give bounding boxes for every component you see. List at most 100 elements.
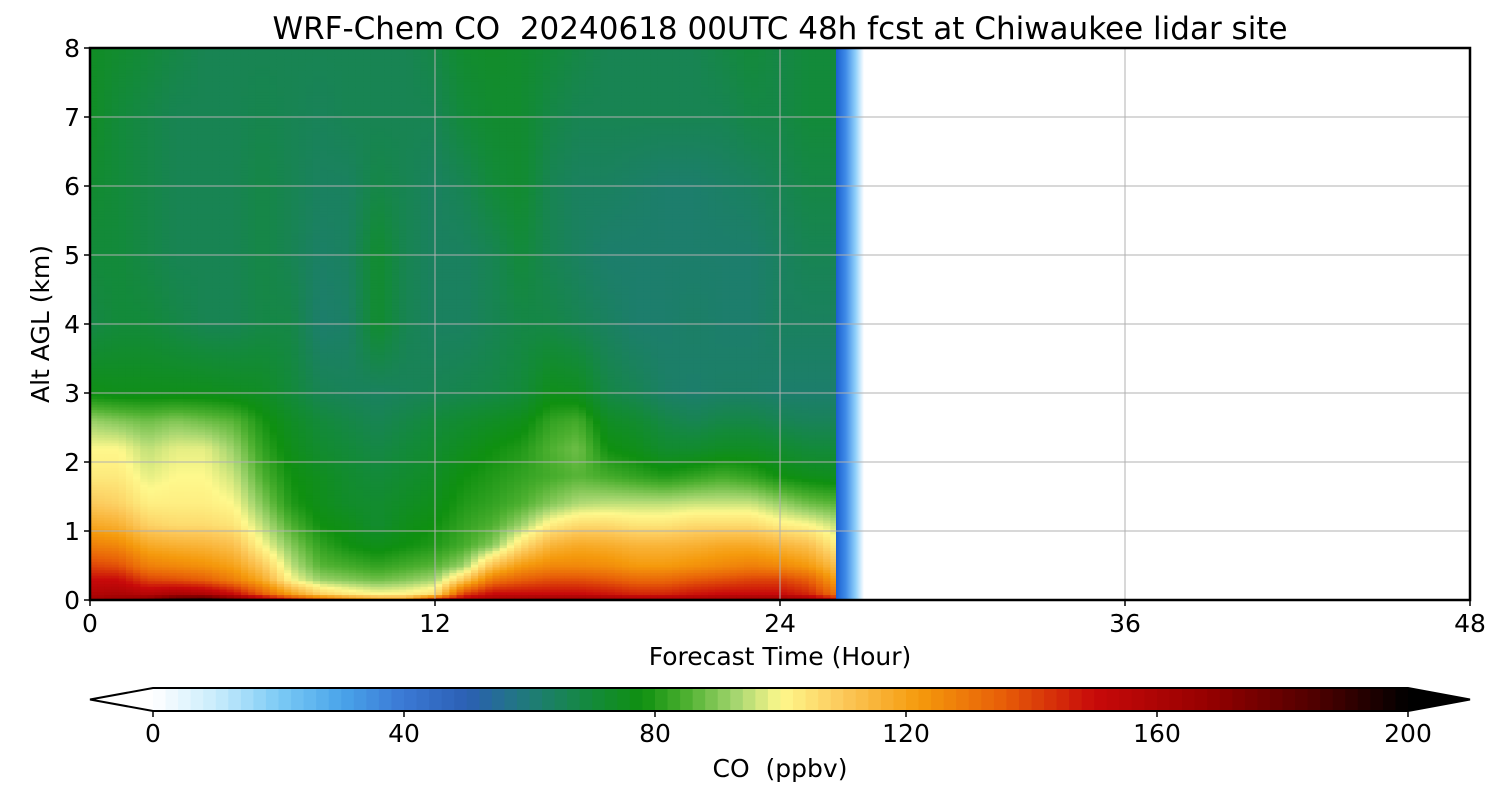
field-cell [133, 500, 141, 504]
field-cell [133, 257, 141, 262]
field-cell [147, 580, 156, 585]
field-cell [118, 249, 127, 253]
field-cell [104, 393, 113, 397]
field-cell [133, 67, 141, 71]
field-cell [118, 437, 127, 441]
field-cell [125, 257, 134, 262]
field-cell [111, 310, 120, 314]
field-cell [97, 277, 105, 281]
field-cell [97, 478, 105, 482]
field-cell [90, 423, 98, 427]
field-cell [90, 108, 98, 113]
field-cell [147, 94, 156, 99]
field-cell [90, 56, 98, 60]
field-cell [118, 92, 127, 96]
field-cell [111, 274, 120, 278]
field-cell [90, 197, 98, 201]
field-cell [125, 434, 134, 438]
field-cell [147, 404, 156, 408]
field-cell [147, 569, 156, 573]
field-cell [125, 536, 134, 540]
field-cell [111, 340, 120, 344]
field-cell [118, 464, 127, 469]
field-cell [90, 186, 98, 190]
field-cell [140, 500, 149, 504]
field-cell [118, 241, 127, 245]
field-cell [140, 103, 149, 107]
field-cell [118, 442, 127, 447]
field-cell [140, 462, 149, 466]
field-cell [140, 373, 149, 378]
field-cell [133, 208, 141, 212]
field-cell [111, 219, 120, 223]
field-cell [147, 188, 156, 193]
field-cell [111, 566, 120, 571]
field-cell [133, 462, 141, 466]
field-cell [147, 326, 156, 331]
field-cell [140, 59, 149, 63]
field-cell [90, 506, 98, 510]
field-cell [133, 56, 141, 60]
field-cell [133, 255, 141, 259]
field-cell [133, 368, 141, 372]
field-cell [111, 241, 120, 245]
field-cell [133, 577, 141, 582]
field-cell [140, 453, 149, 458]
field-cell [97, 83, 105, 88]
field-cell [104, 227, 113, 231]
field-cell [125, 583, 134, 587]
field-cell [133, 486, 141, 491]
field-cell [133, 81, 141, 85]
field-cell [133, 61, 141, 66]
field-cell [147, 78, 156, 82]
field-cell [133, 503, 141, 507]
field-cell [90, 177, 98, 182]
field-cell [97, 321, 105, 325]
field-cell [111, 497, 120, 502]
field-cell [125, 588, 134, 593]
field-cell [104, 506, 113, 510]
field-cell [125, 128, 134, 132]
field-cell [147, 158, 156, 162]
field-cell [140, 321, 149, 325]
field-cell [97, 205, 105, 209]
field-cell [90, 288, 98, 292]
field-cell [111, 243, 120, 248]
field-cell [97, 199, 105, 204]
field-cell [125, 315, 134, 320]
field-cell [90, 533, 98, 538]
field-cell [90, 478, 98, 482]
field-cell [111, 569, 120, 573]
field-cell [125, 61, 134, 66]
field-cell [118, 174, 127, 179]
field-cell [90, 230, 98, 234]
field-cell [125, 547, 134, 551]
field-cell [118, 368, 127, 372]
field-cell [97, 246, 105, 251]
field-cell [133, 395, 141, 400]
field-cell [133, 158, 141, 162]
field-cell [147, 409, 156, 413]
field-cell [140, 147, 149, 151]
field-cell [133, 553, 141, 557]
field-cell [147, 428, 156, 433]
field-cell [147, 249, 156, 253]
field-cell [140, 67, 149, 71]
field-cell [97, 177, 105, 182]
field-cell [140, 503, 149, 507]
field-cell [154, 575, 163, 579]
field-cell [140, 310, 149, 314]
field-cell [90, 136, 98, 140]
field-cell [133, 92, 141, 96]
field-cell [97, 122, 105, 126]
field-cell [147, 174, 156, 179]
field-cell [104, 539, 113, 543]
field-cell [125, 553, 134, 557]
field-cell [147, 257, 156, 262]
field-cell [104, 133, 113, 137]
field-cell [125, 484, 134, 488]
field-cell [147, 139, 156, 143]
field-cell [118, 459, 127, 463]
field-cell [125, 210, 134, 215]
field-cell [154, 536, 163, 540]
